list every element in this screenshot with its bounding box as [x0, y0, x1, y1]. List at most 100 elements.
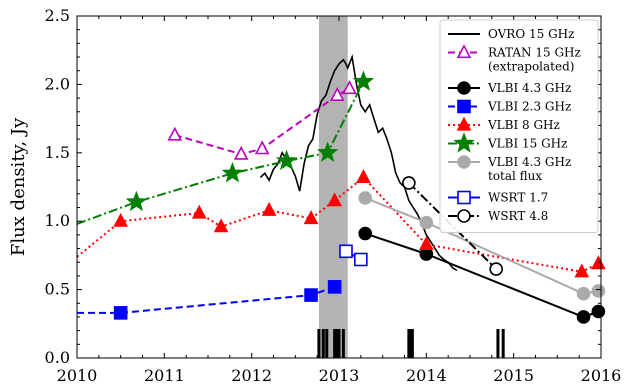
x-tick-label-1: 2011 — [144, 366, 185, 385]
series-7-point-1 — [354, 252, 368, 267]
x-tick-label-5: 2015 — [493, 366, 534, 385]
epoch-marker-1 — [321, 329, 325, 358]
series-6 — [358, 191, 606, 301]
series-1-point-0 — [167, 126, 183, 141]
series-3 — [77, 280, 342, 320]
legend-label-1: RATAN 15 GHz — [488, 46, 581, 60]
series-6-point-0 — [358, 191, 373, 205]
series-5-point-3 — [275, 149, 298, 171]
epoch-marker-7 — [407, 329, 411, 358]
x-tick-label-4: 2014 — [406, 366, 447, 385]
legend-label-5: VLBI 15 GHz — [487, 137, 567, 151]
series-1-point-1 — [233, 145, 249, 160]
y-axis-label: Flux density, Jy — [8, 117, 29, 256]
legend-marker-8 — [457, 209, 471, 223]
y-tick-label-1: 0.5 — [45, 280, 70, 299]
y-tick-label-4: 2.0 — [45, 74, 70, 93]
epoch-marker-layer — [317, 329, 505, 358]
series-4-point-8 — [419, 236, 434, 251]
legend-marker-5 — [453, 132, 475, 153]
epoch-marker-0 — [317, 329, 321, 358]
series-3-point-3 — [327, 280, 342, 294]
shaded-flare-region — [318, 16, 348, 358]
series-5-point-4 — [316, 141, 339, 162]
series-2 — [358, 226, 606, 324]
legend-marker-3 — [457, 99, 471, 114]
legend-label-2: VLBI 4.3 GHz — [487, 81, 571, 95]
series-4-point-9 — [574, 263, 590, 278]
epoch-marker-11 — [501, 329, 505, 358]
series-4-point-3 — [213, 218, 229, 233]
epoch-marker-5 — [337, 329, 341, 358]
y-tick-label-5: 2.5 — [45, 6, 70, 25]
series-5-point-1 — [125, 190, 148, 212]
legend-label-6: total flux — [488, 169, 542, 183]
legend-marker-2 — [457, 81, 471, 95]
axes-layer: 2010 2011 2012 2013 2014 2015 2016 0.0 0.5 1.0 1.5… — [45, 6, 622, 385]
epoch-marker-8 — [409, 329, 413, 358]
series-5-point-2 — [221, 162, 244, 183]
epoch-marker-10 — [496, 329, 500, 358]
epoch-marker-6 — [341, 329, 345, 358]
series-1 — [167, 80, 357, 160]
series-2-point-3 — [591, 304, 606, 319]
legend-label-8: WSRT 4.8 — [488, 209, 548, 223]
series-5-line — [76, 81, 365, 225]
series-4-point-7 — [356, 169, 371, 184]
x-tick-label-2: 2012 — [231, 366, 272, 385]
legend-box — [439, 19, 599, 233]
series-3-point-2 — [304, 288, 318, 302]
legend-label-0: OVRO 15 GHz — [488, 27, 574, 41]
y-tick-label-2: 1.0 — [45, 211, 70, 230]
legend-marker-6 — [457, 155, 471, 169]
legend-marker-1 — [456, 44, 472, 59]
series-8 — [402, 176, 504, 276]
series-5 — [76, 70, 375, 225]
series-8-line — [408, 182, 497, 270]
x-tick-label-3: 2013 — [319, 366, 360, 385]
series-1-point-2 — [254, 140, 270, 155]
epoch-marker-4 — [334, 329, 338, 358]
legend-label-3: VLBI 2.3 GHz — [487, 100, 571, 114]
series-1-point-4 — [342, 80, 357, 95]
series-1-point-3 — [329, 87, 345, 101]
series-4-point-4 — [261, 201, 277, 216]
series-4-point-6 — [327, 192, 342, 207]
series-4-point-1 — [113, 212, 128, 227]
epoch-marker-2 — [325, 329, 329, 358]
legend: OVRO 15 GHz RATAN 15 GHz(extrapolated) VLB… — [439, 19, 599, 233]
legend-label-1: (extrapolated) — [488, 60, 574, 74]
series-7-point-0 — [339, 244, 353, 259]
epoch-marker-3 — [333, 329, 337, 358]
series-7 — [339, 244, 368, 267]
series-6-point-1 — [419, 215, 434, 230]
legend-label-6: VLBI 4.3 GHz — [487, 155, 571, 169]
series-2-point-0 — [358, 226, 373, 241]
series-4-line — [76, 176, 599, 273]
series-8-point-0 — [402, 176, 416, 190]
legend-label-4: VLBI 8 GHz — [487, 118, 560, 132]
legend-marker-7 — [457, 190, 471, 205]
series-2-point-2 — [576, 310, 591, 324]
series-4 — [76, 169, 606, 278]
series-3-line — [77, 285, 335, 314]
series-5-point-5 — [352, 70, 375, 91]
legend-label-7: WSRT 1.7 — [488, 191, 548, 205]
series-2-line — [364, 232, 599, 319]
series-8-point-1 — [489, 262, 504, 276]
series-6-line — [364, 196, 599, 295]
y-tick-label-3: 1.5 — [45, 143, 70, 162]
series-3-point-1 — [113, 306, 128, 320]
series-6-point-3 — [591, 284, 606, 298]
series-4-point-2 — [191, 204, 207, 219]
legend-marker-4 — [456, 116, 472, 131]
x-tick-label-0: 2010 — [57, 366, 98, 385]
y-tick-label-0: 0.0 — [45, 348, 70, 367]
series-4-point-5 — [303, 210, 319, 225]
x-tick-label-6: 2016 — [581, 366, 622, 385]
epoch-marker-9 — [410, 329, 414, 358]
shaded-region-layer — [318, 16, 348, 358]
series-6-point-2 — [576, 286, 591, 301]
